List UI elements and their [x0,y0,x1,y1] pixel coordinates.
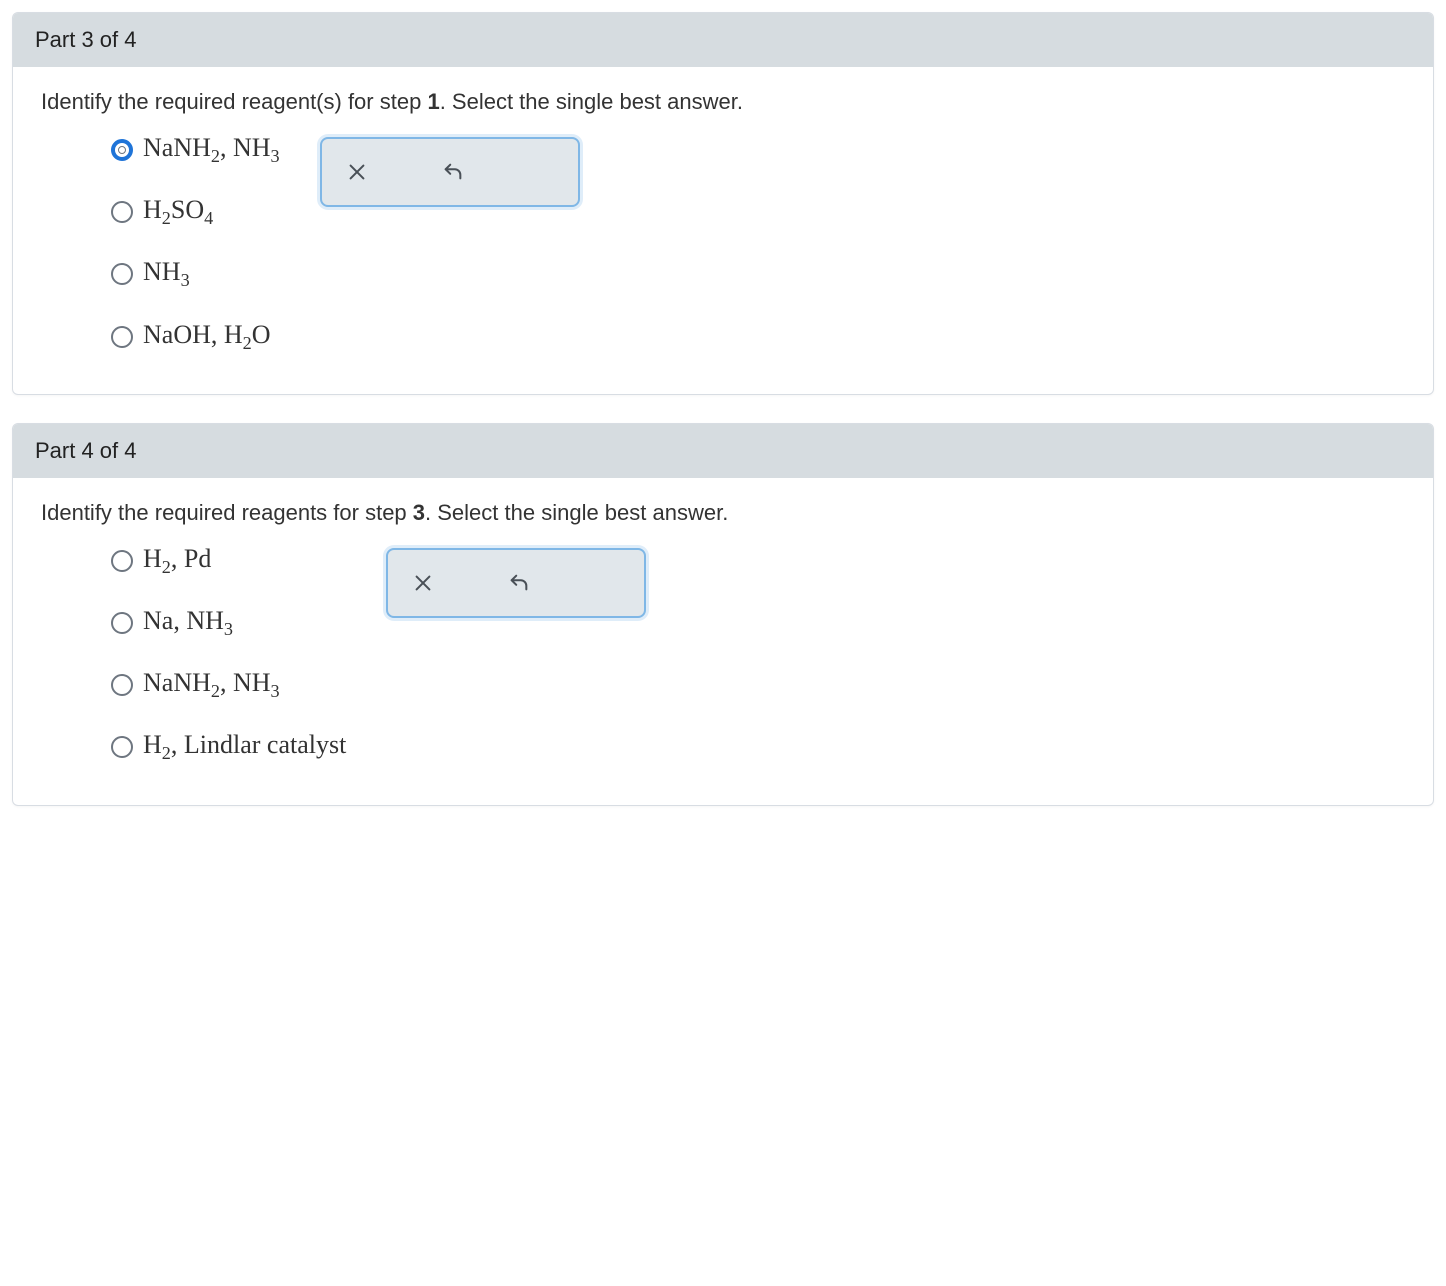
question-step-number: 3 [413,500,425,525]
radio-button[interactable] [111,674,133,696]
radio-option[interactable]: NH3 [111,257,280,291]
feedback-box [386,548,646,618]
card-body: Identify the required reagent(s) for ste… [13,67,1433,394]
radio-option[interactable]: H2SO4 [111,195,280,229]
option-label: NH3 [143,257,190,291]
radio-option[interactable]: NaNH2, NH3 [111,133,280,167]
radio-button[interactable] [111,139,133,161]
radio-button[interactable] [111,263,133,285]
choices-row: H2, Pd Na, NH3 NaNH2, NH3 H2, Lindlar catal… [41,544,1405,765]
card-body: Identify the required reagents for step … [13,478,1433,805]
option-label: NaOH, H2O [143,320,271,354]
radio-option[interactable]: Na, NH3 [111,606,346,640]
choices-list: H2, Pd Na, NH3 NaNH2, NH3 H2, Lindlar catal… [111,544,346,765]
radio-button[interactable] [111,736,133,758]
radio-option[interactable]: H2, Lindlar catalyst [111,730,346,764]
feedback-box [320,137,580,207]
question-pre: Identify the required reagents for step [41,500,413,525]
option-label: H2, Lindlar catalyst [143,730,346,764]
radio-option[interactable]: NaNH2, NH3 [111,668,346,702]
radio-button[interactable] [111,326,133,348]
undo-icon[interactable] [506,570,532,596]
undo-icon[interactable] [440,159,466,185]
card-header: Part 3 of 4 [13,13,1433,67]
question-card: Part 3 of 4 Identify the required reagent… [12,12,1434,395]
clear-icon[interactable] [410,570,436,596]
option-label: NaNH2, NH3 [143,668,280,702]
question-step-number: 1 [427,89,439,114]
option-label: H2, Pd [143,544,211,578]
clear-icon[interactable] [344,159,370,185]
radio-option[interactable]: H2, Pd [111,544,346,578]
question-text: Identify the required reagents for step … [41,500,1405,526]
radio-button[interactable] [111,201,133,223]
option-label: Na, NH3 [143,606,233,640]
choices-row: NaNH2, NH3 H2SO4 NH3 NaOH, H2O [41,133,1405,354]
radio-option[interactable]: NaOH, H2O [111,320,280,354]
option-label: H2SO4 [143,195,213,229]
question-post: . Select the single best answer. [440,89,743,114]
card-header: Part 4 of 4 [13,424,1433,478]
question-pre: Identify the required reagent(s) for ste… [41,89,427,114]
radio-button[interactable] [111,612,133,634]
radio-button[interactable] [111,550,133,572]
question-text: Identify the required reagent(s) for ste… [41,89,1405,115]
question-post: . Select the single best answer. [425,500,728,525]
choices-list: NaNH2, NH3 H2SO4 NH3 NaOH, H2O [111,133,280,354]
question-card: Part 4 of 4 Identify the required reagent… [12,423,1434,806]
option-label: NaNH2, NH3 [143,133,280,167]
